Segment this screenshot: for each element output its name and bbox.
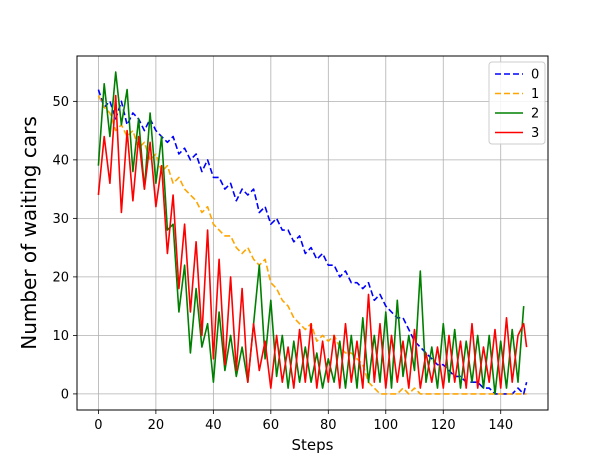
x-tick-label: 60 [263,418,280,433]
y-axis-ticks: 0 10 20 30 40 50 [52,95,77,402]
legend-label-3: 3 [531,126,539,141]
x-tick-label: 0 [94,418,102,433]
y-tick-label: 20 [52,270,69,285]
x-tick-label: 120 [431,418,456,433]
x-tick-label: 140 [488,418,513,433]
x-tick-label: 100 [373,418,398,433]
y-tick-label: 10 [52,329,69,344]
legend-label-2: 2 [531,107,539,122]
legend: 0 1 2 3 [488,61,546,145]
series-line-0 [97,89,528,395]
plot-frame [76,55,549,411]
x-axis-label: Steps [292,436,334,454]
x-tick-label: 80 [320,418,337,433]
legend-label-0: 0 [531,68,539,83]
series-line-1 [97,95,527,395]
y-tick-label: 50 [52,95,69,110]
y-tick-label: 30 [52,212,69,227]
y-axis-label: Number of waiting cars [17,116,41,350]
x-axis-ticks: 0 20 40 60 80 100 120 140 [94,410,513,433]
x-tick-label: 20 [148,418,165,433]
legend-box [488,61,546,145]
x-tick-label: 40 [205,418,222,433]
y-tick-label: 0 [61,387,69,402]
series-line-3 [97,94,528,389]
legend-label-1: 1 [531,87,539,102]
y-tick-label: 40 [52,153,69,168]
series-lines [97,71,528,395]
